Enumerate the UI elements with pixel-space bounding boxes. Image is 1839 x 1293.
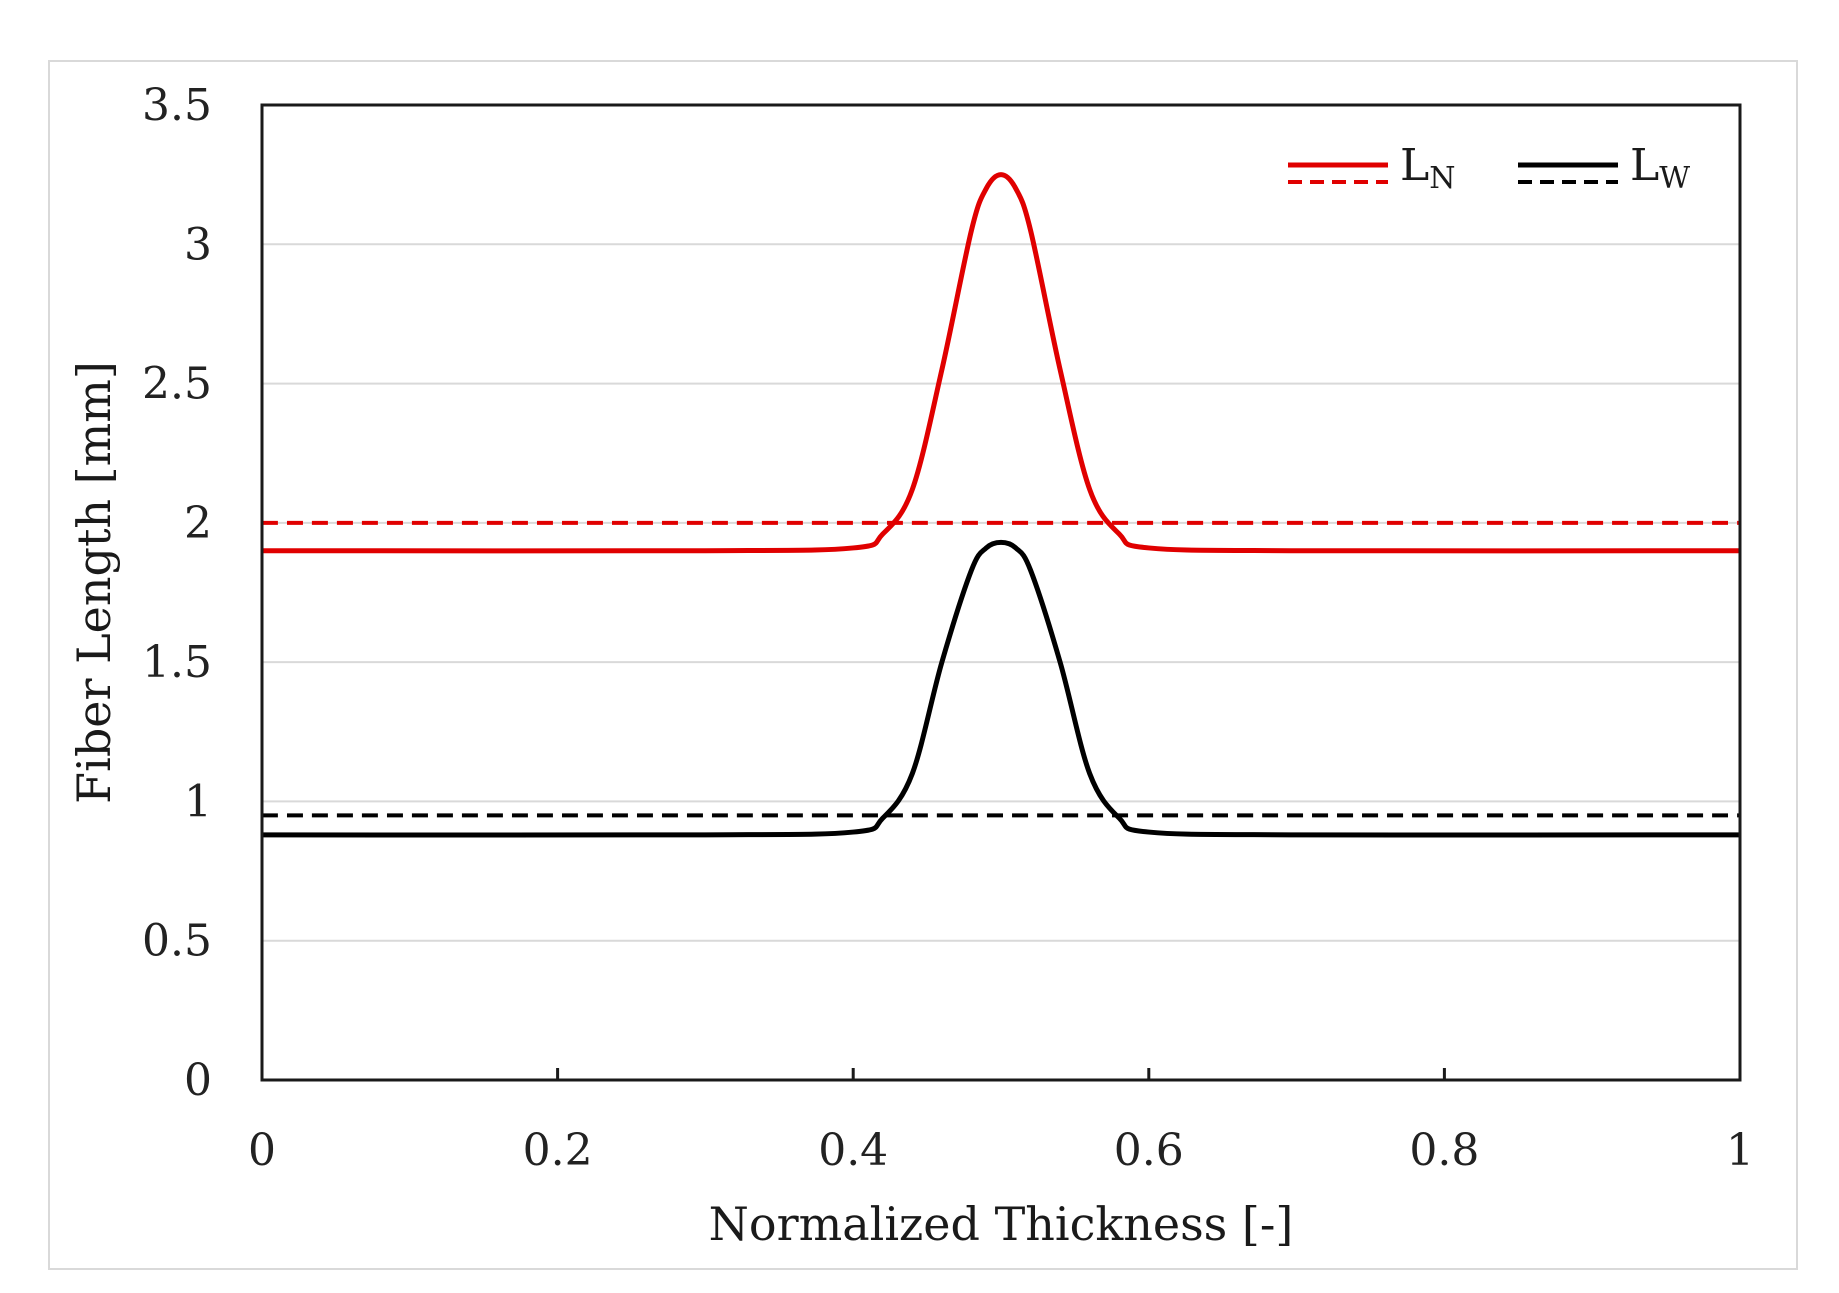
y-tick-label: 1.5	[142, 637, 212, 688]
y-axis-title: Fiber Length [mm]	[67, 361, 121, 804]
chart-frame	[48, 60, 1798, 1270]
x-tick-label: 0.2	[523, 1125, 593, 1176]
x-tick-label: 0.8	[1409, 1125, 1479, 1176]
series-lines	[261, 172, 1741, 838]
series-line-2	[261, 539, 1741, 838]
x-tick-label: 0.6	[1114, 1125, 1184, 1176]
y-tick-label: 3	[184, 219, 212, 270]
plot-area-border	[260, 103, 1742, 1082]
legend-label: LN	[1400, 140, 1455, 196]
x-tick-label: 0	[248, 1125, 276, 1176]
y-tick-label: 3.5	[142, 80, 212, 131]
series-line-0	[261, 172, 1741, 554]
y-tick-label: 1	[184, 776, 212, 827]
legend: LN LW	[1288, 140, 1690, 196]
y-tick-label: 2.5	[142, 359, 212, 410]
x-tick-label: 0.4	[818, 1125, 888, 1176]
legend-label: LW	[1630, 140, 1690, 196]
y-tick-label: 0	[184, 1055, 212, 1106]
x-tick-label: 1	[1726, 1125, 1754, 1176]
axis-ticks: 0 0.5 1 1.5 2 2.5 3 3.5 0 0.2 0.4 0.6 0.8 1	[142, 80, 1754, 1176]
y-tick-label: 0.5	[142, 916, 212, 967]
x-axis-title: Normalized Thickness [-]	[709, 1197, 1294, 1251]
y-tick-label: 2	[184, 498, 212, 549]
grid-lines	[262, 243, 1740, 942]
